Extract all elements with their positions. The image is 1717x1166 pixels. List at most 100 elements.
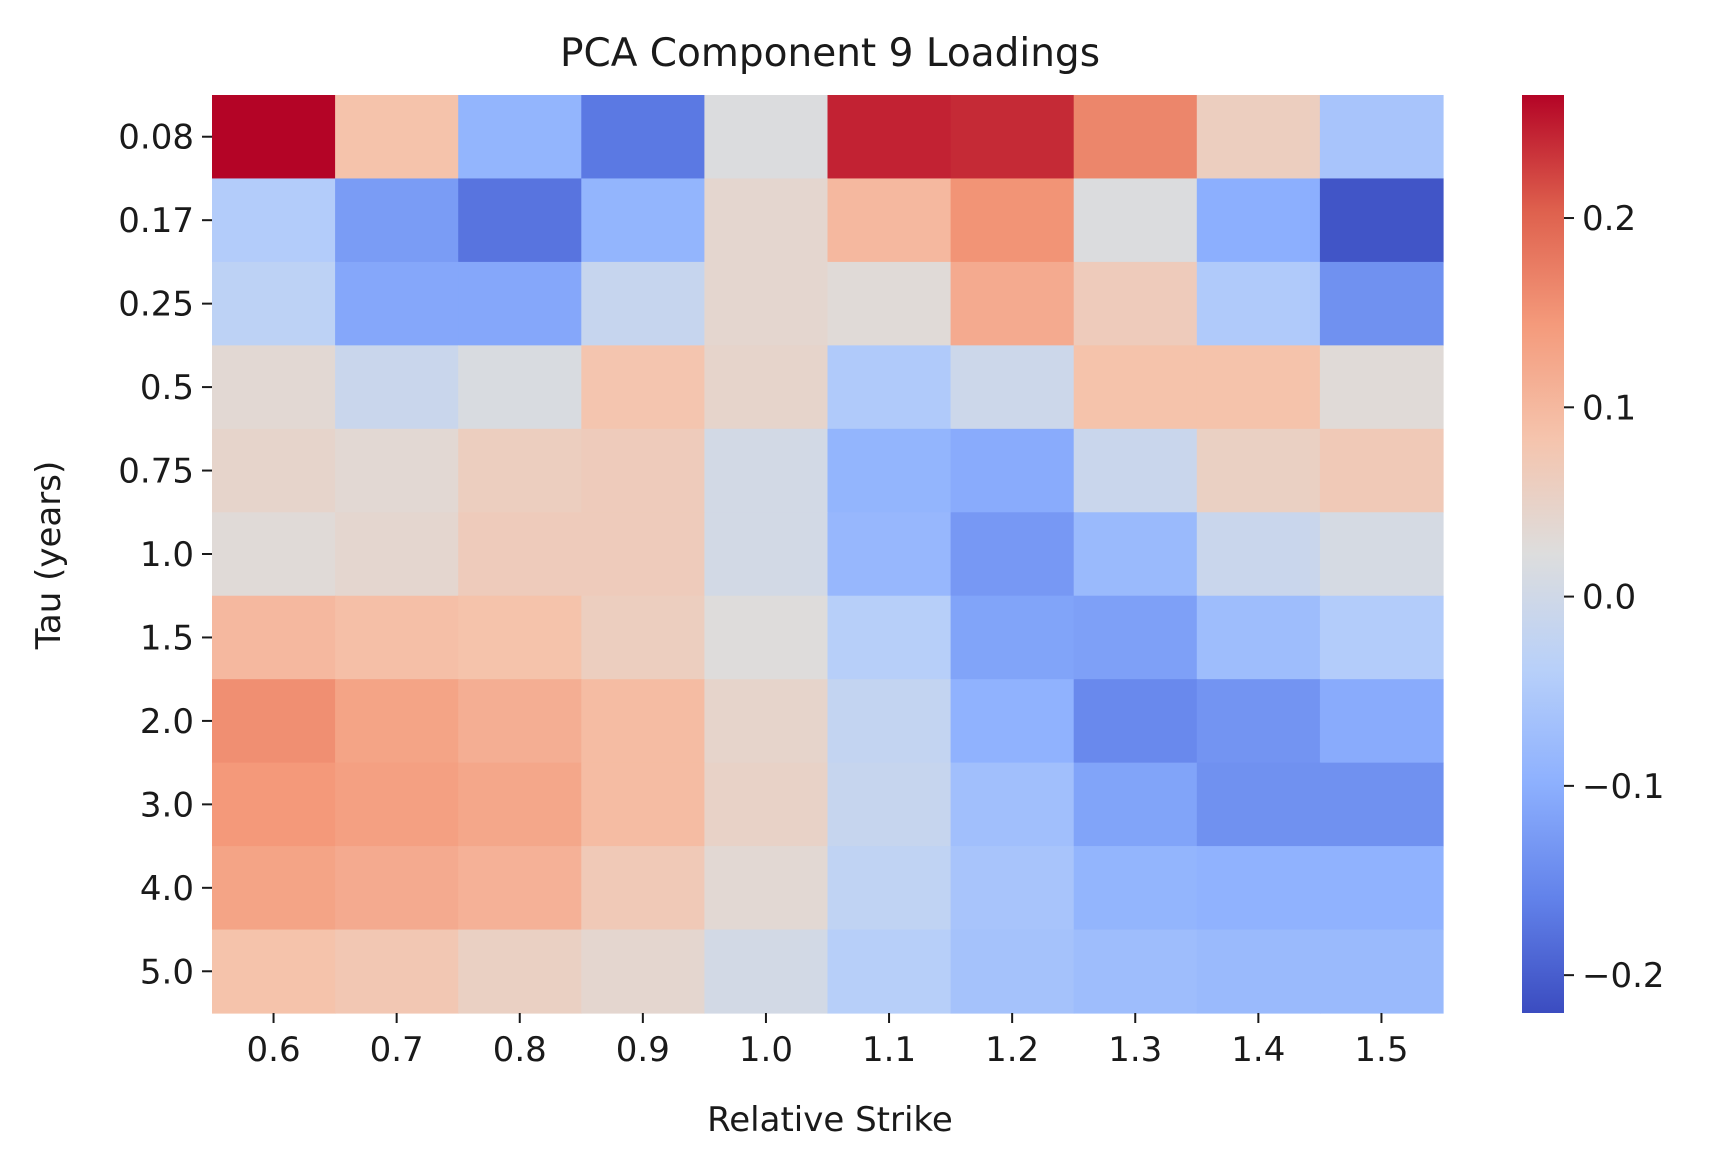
heatmap-cell xyxy=(950,762,1075,847)
heatmap-cell xyxy=(212,846,336,931)
heatmap-cell xyxy=(1319,846,1444,931)
heatmap-cell xyxy=(458,178,582,263)
heatmap-cell xyxy=(827,512,952,597)
heatmap-cell xyxy=(1196,261,1321,346)
colorbar xyxy=(1522,95,1564,1013)
heatmap-cell xyxy=(212,428,336,513)
heatmap-cell xyxy=(1319,679,1444,764)
heatmap-cell xyxy=(581,679,705,764)
heatmap-cell xyxy=(1073,679,1198,764)
heatmap-cell xyxy=(335,345,459,430)
heatmap-cell xyxy=(212,95,336,180)
heatmap-cell xyxy=(704,595,829,680)
colorbar-tick-label: −0.2 xyxy=(1582,956,1665,996)
heatmap-cell xyxy=(827,929,952,1014)
heatmap-cell xyxy=(458,428,582,513)
y-axis-label: Tau (years) xyxy=(29,461,69,650)
heatmap-cell xyxy=(212,929,336,1014)
heatmap-cell xyxy=(335,762,459,847)
y-tick-label: 1.0 xyxy=(140,535,194,575)
heatmap-cell xyxy=(827,846,952,931)
heatmap-cell xyxy=(827,762,952,847)
x-tick-label: 0.9 xyxy=(616,1030,670,1070)
heatmap-cell xyxy=(581,512,705,597)
heatmap-cell xyxy=(458,929,582,1014)
y-axis-ticks: 0.08 0.17 0.25 0.5 0.75 1.0 1.5 2.0 3.0 4.0 5.0 xyxy=(118,118,212,992)
heatmap-cell xyxy=(950,595,1075,680)
heatmap-cell xyxy=(335,595,459,680)
heatmap-cell xyxy=(1196,95,1321,180)
heatmap-cell xyxy=(950,929,1075,1014)
heatmap-cell xyxy=(1319,512,1444,597)
heatmap-cell xyxy=(1196,846,1321,931)
heatmap-cell xyxy=(950,95,1075,180)
heatmap-cell xyxy=(827,95,952,180)
heatmap-cell xyxy=(1196,428,1321,513)
x-tick-label: 1.3 xyxy=(1108,1030,1162,1070)
heatmap-cell xyxy=(458,345,582,430)
heatmap-cell xyxy=(827,178,952,263)
heatmap-cell xyxy=(335,178,459,263)
y-tick-label: 2.0 xyxy=(140,702,194,742)
heatmap-cell xyxy=(212,679,336,764)
heatmap-cell xyxy=(335,512,459,597)
heatmap-cell xyxy=(458,512,582,597)
heatmap-cell xyxy=(1196,345,1321,430)
heatmap-cell xyxy=(704,512,829,597)
heatmap-cell xyxy=(581,846,705,931)
heatmap-cell xyxy=(1073,846,1198,931)
heatmap-cell xyxy=(950,428,1075,513)
colorbar-tick-label: 0.2 xyxy=(1582,199,1636,239)
heatmap-cell xyxy=(335,428,459,513)
y-tick-label: 4.0 xyxy=(140,869,194,909)
heatmap-cell xyxy=(1073,261,1198,346)
heatmap-cell xyxy=(827,345,952,430)
heatmap-cell xyxy=(458,95,582,180)
heatmap-cell xyxy=(335,95,459,180)
heatmap-cell xyxy=(704,762,829,847)
heatmap-cell xyxy=(212,512,336,597)
heatmap-cell xyxy=(704,345,829,430)
heatmap-cell xyxy=(581,95,705,180)
colorbar-ticks: 0.2 0.1 0.0 −0.1 −0.2 xyxy=(1564,199,1665,996)
heatmap-cells xyxy=(212,95,1444,1014)
heatmap-cell xyxy=(1319,595,1444,680)
heatmap-cell xyxy=(704,178,829,263)
heatmap-cell xyxy=(950,178,1075,263)
heatmap-cell xyxy=(458,595,582,680)
y-tick-label: 0.17 xyxy=(118,201,194,241)
heatmap-cell xyxy=(1073,512,1198,597)
heatmap-cell xyxy=(1073,762,1198,847)
heatmap-cell xyxy=(1196,679,1321,764)
heatmap-cell xyxy=(581,178,705,263)
heatmap-cell xyxy=(1319,762,1444,847)
heatmap-cell xyxy=(1073,595,1198,680)
heatmap-cell xyxy=(1073,178,1198,263)
heatmap-cell xyxy=(950,846,1075,931)
heatmap-cell xyxy=(212,261,336,346)
heatmap-cell xyxy=(827,261,952,346)
heatmap-cell xyxy=(704,261,829,346)
y-tick-label: 0.08 xyxy=(118,118,194,158)
heatmap-cell xyxy=(581,762,705,847)
heatmap-cell xyxy=(1073,95,1198,180)
x-tick-label: 0.7 xyxy=(370,1030,424,1070)
heatmap-cell xyxy=(1196,595,1321,680)
heatmap-cell xyxy=(950,345,1075,430)
x-tick-label: 1.2 xyxy=(985,1030,1039,1070)
heatmap-cell xyxy=(581,595,705,680)
x-tick-label: 1.1 xyxy=(862,1030,916,1070)
colorbar-tick-label: 0.0 xyxy=(1582,578,1636,618)
heatmap-cell xyxy=(827,679,952,764)
heatmap-cell xyxy=(1196,929,1321,1014)
heatmap-cell xyxy=(704,679,829,764)
heatmap-cell xyxy=(458,846,582,931)
x-tick-label: 0.8 xyxy=(493,1030,547,1070)
heatmap-cell xyxy=(1196,762,1321,847)
heatmap-cell xyxy=(1319,929,1444,1014)
y-tick-label: 3.0 xyxy=(140,785,194,825)
heatmap-cell xyxy=(1073,428,1198,513)
heatmap-cell xyxy=(1319,261,1444,346)
y-tick-label: 0.25 xyxy=(118,285,194,325)
